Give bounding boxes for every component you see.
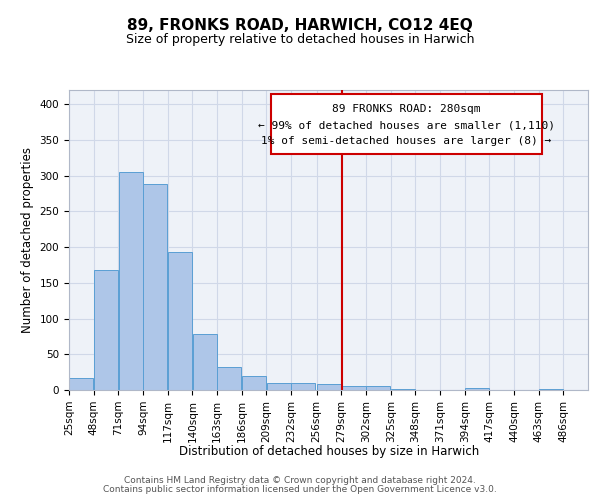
- Bar: [217, 367, 241, 390]
- Bar: [391, 388, 415, 390]
- FancyBboxPatch shape: [271, 94, 542, 154]
- Text: 89, FRONKS ROAD, HARWICH, CO12 4EQ: 89, FRONKS ROAD, HARWICH, CO12 4EQ: [127, 18, 473, 32]
- Text: 89 FRONKS ROAD: 280sqm: 89 FRONKS ROAD: 280sqm: [332, 104, 481, 114]
- Bar: [292, 383, 315, 390]
- Text: Size of property relative to detached houses in Harwich: Size of property relative to detached ho…: [126, 32, 474, 46]
- Bar: [465, 388, 489, 390]
- Bar: [267, 383, 290, 390]
- Bar: [242, 376, 266, 390]
- Bar: [367, 386, 390, 390]
- Text: Contains public sector information licensed under the Open Government Licence v3: Contains public sector information licen…: [103, 485, 497, 494]
- Bar: [342, 386, 365, 390]
- Bar: [168, 252, 192, 390]
- Text: Distribution of detached houses by size in Harwich: Distribution of detached houses by size …: [179, 444, 479, 458]
- Bar: [539, 388, 563, 390]
- Bar: [70, 378, 93, 390]
- Y-axis label: Number of detached properties: Number of detached properties: [21, 147, 34, 333]
- Bar: [193, 334, 217, 390]
- Bar: [119, 172, 143, 390]
- Text: ← 99% of detached houses are smaller (1,110): ← 99% of detached houses are smaller (1,…: [258, 120, 555, 130]
- Bar: [317, 384, 341, 390]
- Bar: [143, 184, 167, 390]
- Text: 1% of semi-detached houses are larger (8) →: 1% of semi-detached houses are larger (8…: [261, 136, 551, 146]
- Text: Contains HM Land Registry data © Crown copyright and database right 2024.: Contains HM Land Registry data © Crown c…: [124, 476, 476, 485]
- Bar: [94, 270, 118, 390]
